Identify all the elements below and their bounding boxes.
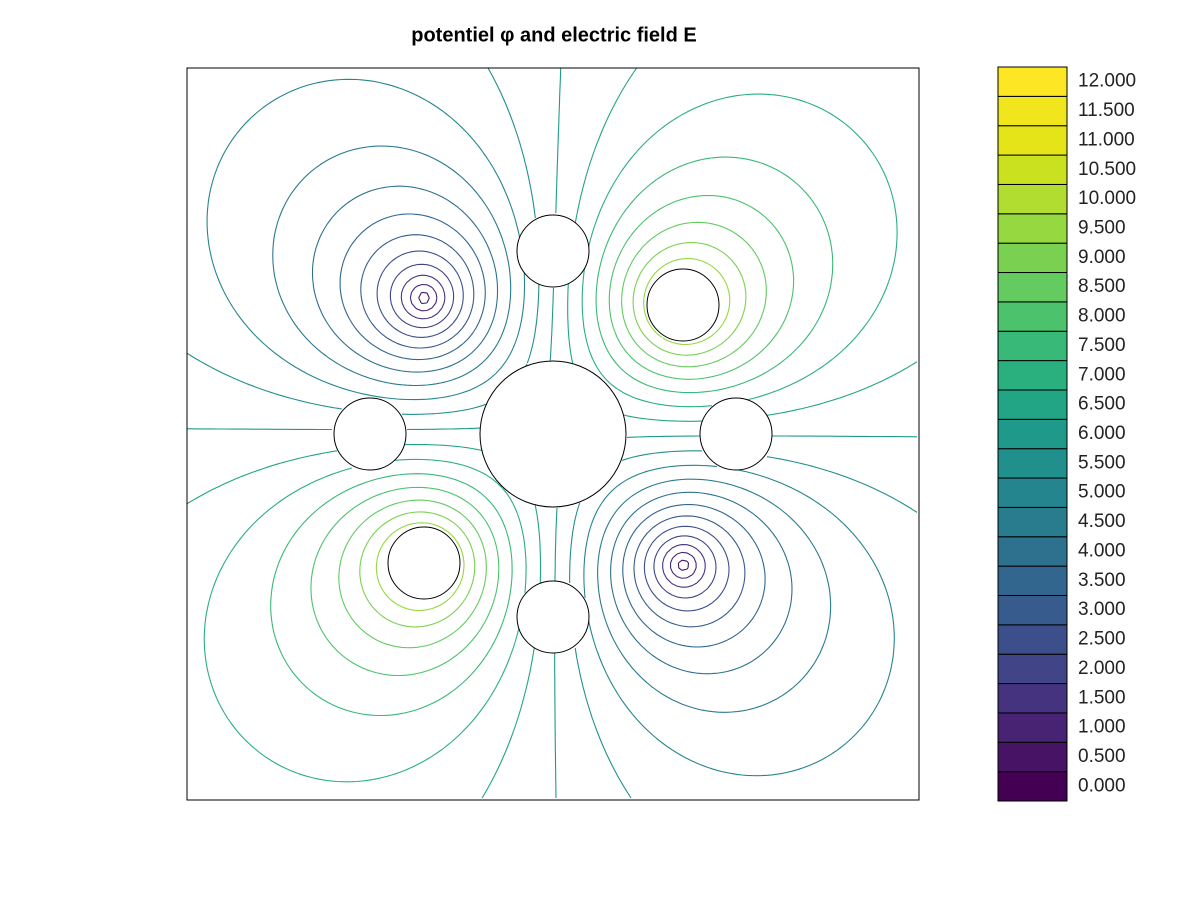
legend-label: 8.000: [1078, 306, 1126, 327]
contour-line: [400, 274, 706, 588]
contour-line: [310, 194, 795, 677]
hole: [516, 580, 590, 654]
legend-swatch: [997, 301, 1068, 332]
legend-swatch: [997, 771, 1068, 802]
legend-swatch: [997, 242, 1068, 274]
legend-label: 11.500: [1078, 100, 1135, 121]
contour-line: [409, 283, 697, 579]
legend-swatch: [997, 272, 1068, 303]
contour-line: [418, 291, 690, 571]
contour-line: [375, 257, 731, 612]
legend-swatch: [997, 66, 1068, 97]
legend-swatch: [997, 741, 1068, 773]
legend-label: 4.500: [1078, 511, 1126, 532]
legend-label: 2.500: [1078, 629, 1126, 650]
legend-label: 5.000: [1078, 482, 1126, 503]
plot-frame: [186, 67, 920, 801]
legend-swatch: [997, 506, 1068, 538]
legend-swatch: [997, 624, 1068, 655]
legend-swatch: [997, 95, 1068, 127]
contour-line: [186, 67, 918, 799]
legend-label: 2.000: [1078, 658, 1126, 679]
legend-swatch: [997, 653, 1068, 685]
contour-line: [338, 221, 767, 649]
legend-swatch: [997, 712, 1068, 743]
legend-label: 12.000: [1078, 71, 1136, 92]
legend-swatch: [997, 125, 1068, 156]
legend-swatch: [997, 477, 1068, 508]
legend-swatch: [997, 183, 1068, 215]
contour-line: [186, 67, 918, 799]
hole: [333, 397, 407, 471]
legend-swatch: [997, 683, 1068, 714]
contour-line: [206, 78, 895, 777]
legend-swatch: [997, 536, 1068, 567]
hole: [699, 397, 773, 471]
legend-swatch: [997, 448, 1068, 479]
contour-line: [339, 213, 766, 648]
legend-label: 0.500: [1078, 746, 1126, 767]
legend-label: 3.500: [1078, 570, 1126, 591]
legend-label: 7.000: [1078, 364, 1126, 385]
legend-label: 10.000: [1078, 188, 1136, 209]
legend-label: 0.000: [1078, 775, 1126, 796]
hole: [387, 526, 461, 600]
contour-line: [389, 263, 717, 599]
legend-label: 8.500: [1078, 276, 1126, 297]
legend-label: 9.500: [1078, 217, 1126, 238]
contour-line: [272, 145, 832, 713]
chart-title: potentiel φ and electric field E: [411, 24, 696, 46]
legend-swatch: [997, 594, 1068, 626]
legend-label: 5.500: [1078, 452, 1126, 473]
contour-line: [203, 93, 898, 783]
legend-swatch: [997, 213, 1068, 244]
legend-swatch: [997, 330, 1068, 362]
legend-label: 9.000: [1078, 247, 1126, 268]
contour-line: [270, 156, 834, 717]
legend-label: 3.000: [1078, 599, 1126, 620]
legend-label: 6.500: [1078, 394, 1126, 415]
legend-swatch: [997, 418, 1068, 450]
legend-swatch: [997, 154, 1068, 185]
hole: [646, 268, 720, 342]
legend-label: 10.500: [1078, 159, 1136, 180]
legend-swatch: [997, 565, 1068, 596]
legend-label: 6.000: [1078, 423, 1126, 444]
legend-swatch: [997, 389, 1068, 420]
contour-line: [187, 67, 918, 799]
hole: [479, 360, 627, 508]
hole: [516, 214, 590, 288]
legend-swatch: [997, 360, 1068, 391]
contour-line: [376, 250, 730, 612]
legend-label: 1.500: [1078, 687, 1126, 708]
legend-label: 4.000: [1078, 540, 1126, 561]
legend-label: 1.000: [1078, 717, 1126, 738]
contour-line: [359, 241, 747, 628]
legend-label: 11.000: [1078, 129, 1135, 150]
contour-line: [311, 185, 793, 675]
legend-label: 7.500: [1078, 335, 1126, 356]
contour-line: [360, 234, 746, 628]
